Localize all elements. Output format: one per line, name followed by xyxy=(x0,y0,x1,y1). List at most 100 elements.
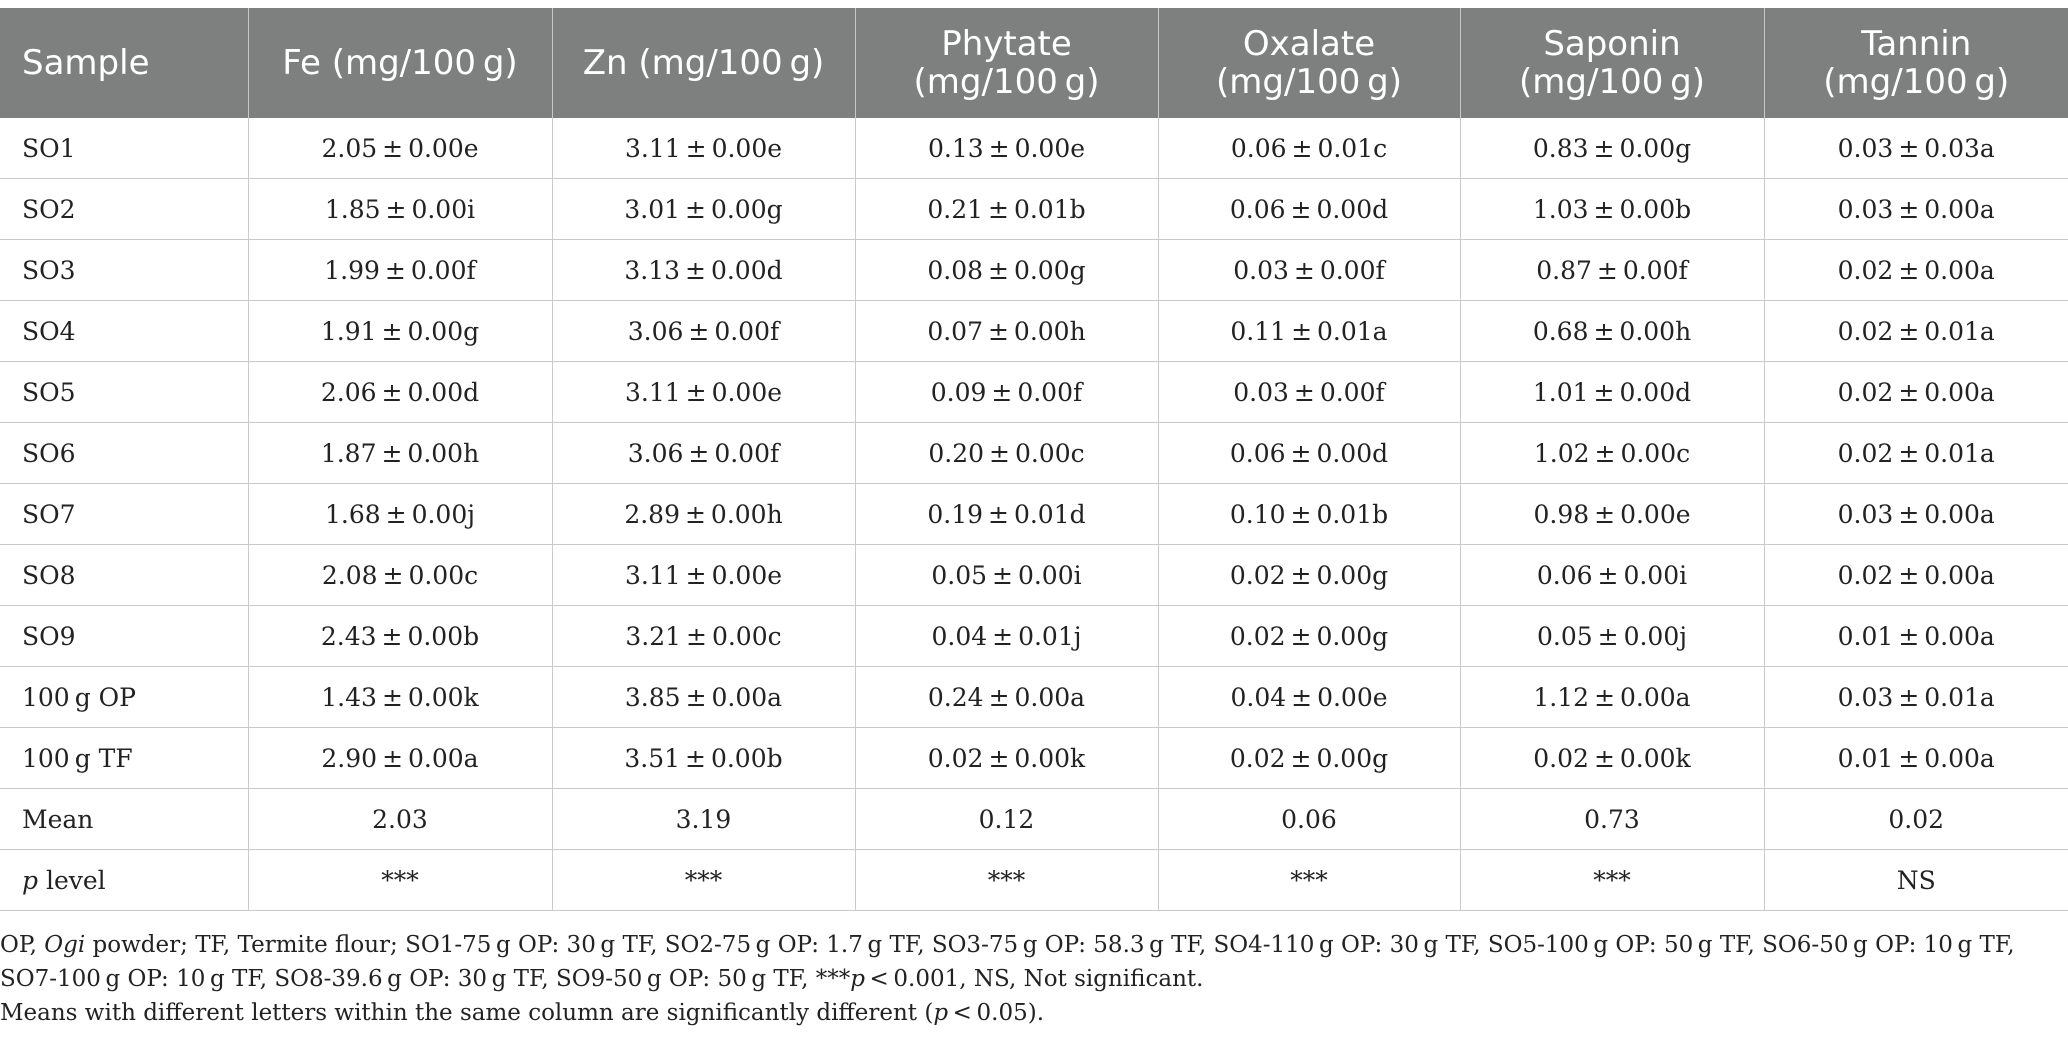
value-cell: 1.43 ± 0.00k xyxy=(248,666,553,728)
value-cell: 0.02 ± 0.00k xyxy=(855,727,1159,789)
value-cell: 0.05 ± 0.00i xyxy=(855,544,1159,606)
column-header-text: (mg/100 g) xyxy=(1216,62,1402,102)
table-row: SO1 2.05 ± 0.00e 3.11 ± 0.00e 0.13 ± 0.00e 0… xyxy=(0,118,2068,179)
row-label-cell: SO2 xyxy=(0,178,249,240)
value-cell: 3.13 ± 0.00d xyxy=(552,239,856,301)
value-cell: 3.01 ± 0.00g xyxy=(552,178,856,240)
value-cell: 0.04 ± 0.01j xyxy=(855,605,1159,667)
column-header-text: Saponin xyxy=(1543,24,1681,64)
value-cell: 0.08 ± 0.00g xyxy=(855,239,1159,301)
mineral-antinutrient-table: Sample Fe (mg/100 g) Zn (mg/100 g) Phytate(… xyxy=(0,8,2068,911)
column-header-text: Tannin xyxy=(1861,24,1972,64)
value-cell: 0.98 ± 0.00e xyxy=(1460,483,1765,545)
value-cell: 2.03 xyxy=(248,788,553,850)
value-cell: 1.03 ± 0.00b xyxy=(1460,178,1765,240)
row-label-cell: SO1 xyxy=(0,118,249,179)
value-cell: 0.24 ± 0.00a xyxy=(855,666,1159,728)
row-label-cell: SO3 xyxy=(0,239,249,301)
value-cell: 0.02 ± 0.00g xyxy=(1158,605,1461,667)
value-cell: 0.03 ± 0.00a xyxy=(1764,483,2068,545)
footnote-abbreviations: OP, Ogi powder; TF, Termite flour; SO1-7… xyxy=(0,928,2050,996)
value-cell: 0.01 ± 0.00a xyxy=(1764,727,2068,789)
column-header-5: Saponin (mg/100 g) xyxy=(1460,8,1765,118)
value-cell: 3.11 ± 0.00e xyxy=(552,544,856,606)
value-cell: 0.83 ± 0.00g xyxy=(1460,118,1765,179)
value-cell: 1.12 ± 0.00a xyxy=(1460,666,1765,728)
row-label-cell: SO7 xyxy=(0,483,249,545)
value-cell: 0.68 ± 0.00h xyxy=(1460,300,1765,362)
table-row: SO7 1.68 ± 0.00j 2.89 ± 0.00h 0.19 ± 0.01d 0… xyxy=(0,483,2068,545)
value-cell: 0.20 ± 0.00c xyxy=(855,422,1159,484)
row-label-cell: SO5 xyxy=(0,361,249,423)
value-cell: 3.06 ± 0.00f xyxy=(552,300,856,362)
value-cell: 0.03 ± 0.00f xyxy=(1158,239,1461,301)
value-cell: 1.68 ± 0.00j xyxy=(248,483,553,545)
value-cell: 1.91 ± 0.00g xyxy=(248,300,553,362)
value-cell: 0.06 ± 0.00d xyxy=(1158,178,1461,240)
footnote-text-italic: p xyxy=(850,966,865,992)
value-cell: 3.06 ± 0.00f xyxy=(552,422,856,484)
table-row: 100 g OP 1.43 ± 0.00k 3.85 ± 0.00a 0.24 ± 0… xyxy=(0,666,2068,728)
footnote-text-italic: p xyxy=(933,1000,949,1026)
value-cell: 3.11 ± 0.00e xyxy=(552,361,856,423)
value-cell: 0.03 ± 0.00a xyxy=(1764,178,2068,240)
value-cell: 0.07 ± 0.00h xyxy=(855,300,1159,362)
value-cell: 0.04 ± 0.00e xyxy=(1158,666,1461,728)
value-cell: 2.05 ± 0.00e xyxy=(248,118,553,179)
column-header-3: Phytate (mg/100 g) xyxy=(855,8,1159,118)
p-label-text: level xyxy=(38,865,106,895)
value-cell: 0.09 ± 0.00f xyxy=(855,361,1159,423)
value-cell: 2.08 ± 0.00c xyxy=(248,544,553,606)
footnote-text-italic: Ogi xyxy=(44,932,86,958)
value-cell: 0.02 ± 0.00g xyxy=(1158,544,1461,606)
significance-cell: NS xyxy=(1764,849,2068,911)
column-header-text: Fe (mg/100 g) xyxy=(282,43,518,83)
table-row: SO3 1.99 ± 0.00f 3.13 ± 0.00d 0.08 ± 0.00g 0… xyxy=(0,239,2068,301)
table-row: SO4 1.91 ± 0.00g 3.06 ± 0.00f 0.07 ± 0.00h 0… xyxy=(0,300,2068,362)
value-cell: 2.43 ± 0.00b xyxy=(248,605,553,667)
value-cell: 0.02 ± 0.00k xyxy=(1460,727,1765,789)
column-header-0: Sample xyxy=(0,8,249,118)
footnote-text: OP, xyxy=(0,932,45,958)
significance-cell: *** xyxy=(855,849,1159,911)
value-cell: 0.87 ± 0.00f xyxy=(1460,239,1765,301)
value-cell: 0.03 ± 0.01a xyxy=(1764,666,2068,728)
column-header-text: (mg/100 g) xyxy=(913,62,1100,102)
significance-cell: *** xyxy=(248,849,553,911)
value-cell: 2.06 ± 0.00d xyxy=(248,361,553,423)
value-cell: 0.11 ± 0.01a xyxy=(1158,300,1461,362)
value-cell: 1.02 ± 0.00c xyxy=(1460,422,1765,484)
value-cell: 2.89 ± 0.00h xyxy=(552,483,856,545)
row-label-cell: SO8 xyxy=(0,544,249,606)
table-row: Mean 2.03 3.19 0.12 0.06 0.73 0.02 xyxy=(0,788,2068,850)
row-label-cell: SO4 xyxy=(0,300,249,362)
value-cell: 0.06 xyxy=(1158,788,1461,850)
table-body: SO1 2.05 ± 0.00e 3.11 ± 0.00e 0.13 ± 0.00e 0… xyxy=(0,118,2068,911)
column-header-text: (mg/100 g) xyxy=(1823,62,2010,102)
value-cell: 0.02 ± 0.00g xyxy=(1158,727,1461,789)
column-header-text: Zn (mg/100 g) xyxy=(582,43,825,83)
value-cell: 0.02 ± 0.01a xyxy=(1764,422,2068,484)
footnote-text: < 0.001, NS, Not significant. xyxy=(864,966,1204,992)
value-cell: 0.02 ± 0.01a xyxy=(1764,300,2068,362)
value-cell: 0.03 ± 0.00f xyxy=(1158,361,1461,423)
row-label-cell: 100 g OP xyxy=(0,666,249,728)
data-table-container: Sample Fe (mg/100 g) Zn (mg/100 g) Phytate(… xyxy=(0,8,2068,911)
value-cell: 0.19 ± 0.01d xyxy=(855,483,1159,545)
table-header: Sample Fe (mg/100 g) Zn (mg/100 g) Phytate(… xyxy=(0,8,2068,118)
row-label-cell: p level xyxy=(0,849,249,911)
footnote-text: Means with different letters within the … xyxy=(0,1000,934,1026)
row-label-cell: Mean xyxy=(0,788,249,850)
column-header-1: Fe (mg/100 g) xyxy=(248,8,553,118)
value-cell: 1.01 ± 0.00d xyxy=(1460,361,1765,423)
value-cell: 0.10 ± 0.01b xyxy=(1158,483,1461,545)
value-cell: 0.02 ± 0.00a xyxy=(1764,544,2068,606)
table-row: SO5 2.06 ± 0.00d 3.11 ± 0.00e 0.09 ± 0.00f 0… xyxy=(0,361,2068,423)
value-cell: 0.21 ± 0.01b xyxy=(855,178,1159,240)
value-cell: 0.06 ± 0.00i xyxy=(1460,544,1765,606)
value-cell: 0.06 ± 0.00d xyxy=(1158,422,1461,484)
column-header-6: Tannin (mg/100 g) xyxy=(1764,8,2068,118)
value-cell: 0.02 ± 0.00a xyxy=(1764,361,2068,423)
value-cell: 3.11 ± 0.00e xyxy=(552,118,856,179)
value-cell: 0.12 xyxy=(855,788,1159,850)
